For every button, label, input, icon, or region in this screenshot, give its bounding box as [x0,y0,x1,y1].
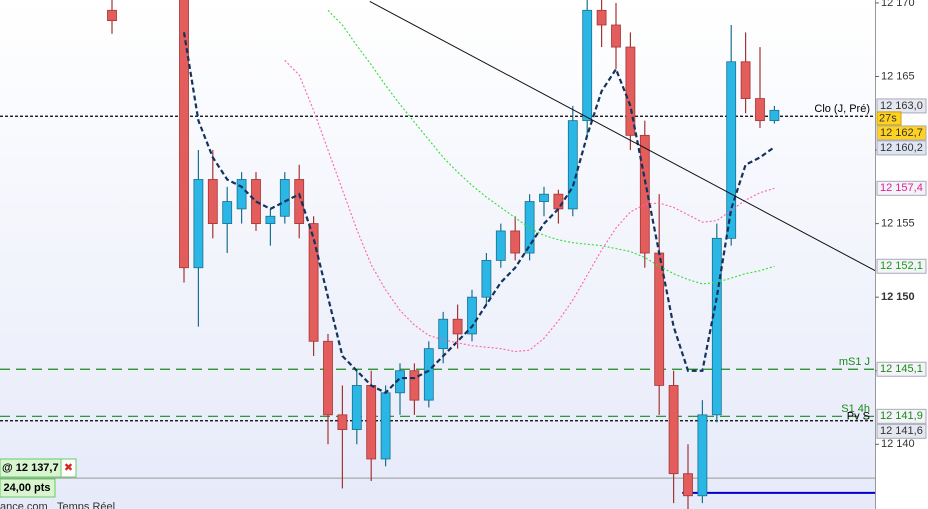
candle-body [495,230,506,261]
candle-body [683,473,693,497]
candle-body [740,61,751,99]
candle-body [553,193,564,210]
price-tag [876,408,927,424]
candle-body [279,179,290,217]
order-close-icon[interactable]: ✖ [64,462,73,474]
candle-body [582,9,593,122]
level-label: Clo (J, Pré) [814,103,870,115]
candle-body [654,252,665,386]
candle-body [510,230,521,254]
candle-body [193,179,204,269]
candle-body [222,201,233,225]
trendline [369,1,875,272]
price-tag-label: 12 145,1 [880,363,923,375]
candle-body [769,109,780,122]
y-tick-label: 12 155 [881,218,915,230]
candle-body [409,370,420,401]
candle-body [467,296,477,335]
candle-body [711,237,722,416]
candle-body [351,385,362,430]
candle-body [755,98,765,122]
footer-site: ance.com [0,501,48,509]
y-tick-label: 12 170 [881,0,915,9]
candle-body [337,414,348,430]
price-tag-label: 12 160,2 [880,142,923,154]
candle-body [236,179,247,210]
candle-body [625,46,636,136]
candle-body [726,61,737,239]
price-tag [876,140,927,156]
price-tag-label: 12 141,9 [880,410,923,422]
candle-body [366,385,377,460]
price-tag-label: 12 141,6 [880,425,923,437]
price-tag-label: 12 162,7 [880,127,923,139]
y-tick-label: 12 140 [881,438,915,450]
candle-body [567,120,578,210]
footer-mode: Temps Réel [57,501,115,509]
candle-body [207,179,218,225]
candle-body [524,201,535,254]
candle-body [265,215,276,225]
candle-body [596,9,607,26]
order-close[interactable] [60,458,77,478]
y-tick-label: 12 165 [881,70,915,82]
candle-body [179,0,189,269]
price-tag [876,125,927,141]
order-price: @ 12 137,7 [2,462,59,474]
candle-body [423,348,434,401]
price-tag [876,180,927,196]
level-label: Pv S [847,411,870,423]
candle-body [697,414,708,497]
candle-body [107,9,117,21]
order-panel: @ 12 137,7 ✖ 24,00 pts ance.com Temps Ré… [0,458,115,509]
level-label: S1 4h [841,403,870,415]
price-tag [876,361,927,377]
price-tag-label: 12 157,4 [880,182,923,194]
candle-body [380,392,391,460]
candle-body [611,24,621,48]
candle-body [438,318,449,350]
candle-body [452,318,463,335]
candle-body [294,179,305,225]
price-tag-label: 12 152,1 [880,260,923,272]
candle-body [668,385,679,475]
y-tick-label: 12 150 [881,291,915,303]
distance-box [0,478,56,498]
candle-body [308,223,319,342]
price-tag [876,423,927,439]
price-tag-label: 12 163,0 [880,100,923,112]
candle-body [323,340,333,416]
order-distance: 24,00 pts [3,482,50,494]
candle-body [639,134,650,254]
timer-label: 27s [879,112,897,124]
candle-body [481,259,492,298]
timer-tag [876,111,902,126]
level-label: mS1 J [839,356,870,368]
candle-body [539,193,549,202]
price-tag [876,258,927,274]
moving-average [284,59,775,353]
